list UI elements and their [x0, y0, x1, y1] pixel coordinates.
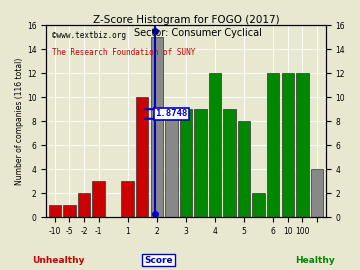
Bar — [93, 181, 105, 217]
Y-axis label: Number of companies (116 total): Number of companies (116 total) — [15, 58, 24, 185]
Bar — [282, 73, 294, 217]
Bar — [223, 109, 236, 217]
Bar — [194, 109, 207, 217]
Bar — [311, 169, 323, 217]
Text: Healthy: Healthy — [295, 256, 335, 265]
Text: 1.8748: 1.8748 — [155, 109, 188, 119]
Bar — [121, 181, 134, 217]
Text: Unhealthy: Unhealthy — [32, 256, 85, 265]
Bar — [165, 109, 177, 217]
Bar — [49, 205, 61, 217]
Text: Sector: Consumer Cyclical: Sector: Consumer Cyclical — [134, 28, 262, 38]
Bar — [136, 97, 148, 217]
Bar — [296, 73, 309, 217]
Bar — [63, 205, 76, 217]
Title: Z-Score Histogram for FOGO (2017): Z-Score Histogram for FOGO (2017) — [93, 15, 279, 25]
Bar — [238, 121, 250, 217]
Bar — [209, 73, 221, 217]
Text: Score: Score — [144, 256, 173, 265]
Bar — [180, 109, 192, 217]
Bar — [252, 193, 265, 217]
Bar — [150, 37, 163, 217]
Text: The Research Foundation of SUNY: The Research Foundation of SUNY — [52, 48, 195, 57]
Bar — [78, 193, 90, 217]
Bar — [267, 73, 279, 217]
Text: ©www.textbiz.org: ©www.textbiz.org — [52, 31, 126, 40]
